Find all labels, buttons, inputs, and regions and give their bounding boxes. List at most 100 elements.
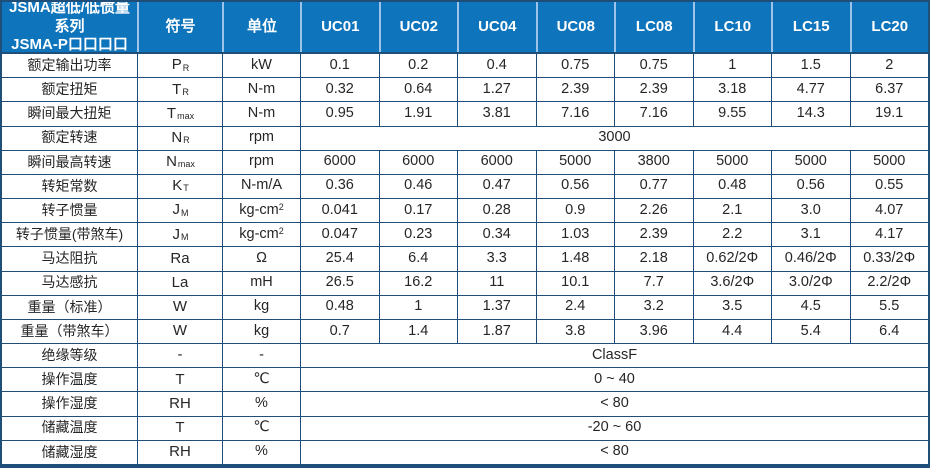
model-column-header: UC01 bbox=[300, 2, 379, 52]
row-unit-text: ℃ bbox=[253, 419, 270, 436]
row-symbol-base: RH bbox=[169, 394, 191, 412]
row-unit-text: N-m/A bbox=[240, 177, 283, 194]
row-unit: ℃ bbox=[222, 416, 300, 440]
row-symbol-base: P bbox=[171, 56, 182, 74]
model-column-header: LC08 bbox=[614, 2, 693, 52]
value-cell: 0.48 bbox=[300, 295, 379, 319]
row-unit-text: kg-cm bbox=[239, 201, 279, 218]
row-symbol: La bbox=[137, 271, 222, 295]
row-symbol-base: N bbox=[171, 128, 183, 146]
value-cell: 1.37 bbox=[457, 295, 536, 319]
row-unit-text: kW bbox=[251, 56, 272, 73]
row-unit-text: mH bbox=[250, 274, 273, 291]
row-symbol-base: W bbox=[172, 298, 188, 316]
row-unit: mH bbox=[222, 271, 300, 295]
value-cell: 7.16 bbox=[614, 102, 693, 126]
row-label: 转子惯量 bbox=[41, 201, 98, 218]
value-cell: 5.4 bbox=[771, 319, 850, 344]
row-unit-text: kg-cm bbox=[239, 225, 279, 242]
value-cell: 1 bbox=[378, 295, 458, 319]
value-cell: 3.2 bbox=[614, 295, 693, 319]
row-unit: kg-cm 2 bbox=[222, 223, 300, 247]
value-cell: 0.64 bbox=[378, 78, 458, 102]
row-symbol-base: J bbox=[172, 201, 181, 219]
value-cell: 2.2 bbox=[692, 223, 772, 247]
value-cell: 2.39 bbox=[614, 78, 693, 102]
row-symbol-base: RH bbox=[169, 443, 191, 461]
symbol-column-header: 符号 bbox=[137, 2, 222, 52]
value-cell: 0.1 bbox=[300, 54, 379, 78]
value-cell: 0.75 bbox=[535, 54, 615, 78]
value-cell: 0.48 bbox=[692, 174, 772, 199]
value-cell: 0.56 bbox=[771, 174, 850, 199]
table-row: 额定转速 N R rpm 3000 bbox=[2, 126, 928, 151]
value-cell: 2.39 bbox=[535, 78, 615, 102]
value-cell: 4.17 bbox=[849, 223, 929, 247]
value-cell: 5000 bbox=[771, 150, 850, 174]
row-label: 马达感抗 bbox=[41, 274, 98, 291]
row-symbol-base: W bbox=[172, 322, 188, 340]
row-label: 重量（标准） bbox=[27, 298, 112, 315]
value-cell: 7.16 bbox=[535, 102, 615, 126]
table-row: 马达感抗 La mH 26.5 16.2 11 10.1 7.7 3.6/2Φ 3.0/2Φ 2.2… bbox=[2, 271, 928, 296]
value-cell: 0.32 bbox=[300, 78, 379, 102]
value-cell: 0.55 bbox=[849, 174, 929, 199]
value-cell: 0.46 bbox=[378, 174, 458, 199]
row-symbol: W bbox=[137, 319, 222, 344]
value-cell: 3.81 bbox=[457, 102, 536, 126]
table-row: 马达阻抗 Ra Ω 25.4 6.4 3.3 1.48 2.18 0.62/2Φ 0.46/2Φ 0… bbox=[2, 247, 928, 272]
value-cell: 10.1 bbox=[535, 271, 615, 295]
table-title-line1: JSMA超低/低惯量系列 bbox=[9, 2, 130, 35]
row-symbol-base: K bbox=[172, 177, 183, 195]
row-unit-text: N-m bbox=[247, 80, 276, 97]
row-symbol-base: T bbox=[172, 80, 182, 98]
value-cell: 25.4 bbox=[300, 247, 379, 271]
merged-value-cell: < 80 bbox=[300, 440, 928, 464]
table-row: 储藏温度 T ℃ -20 ~ 60 bbox=[2, 416, 928, 441]
value-cell: 3800 bbox=[614, 150, 693, 174]
model-column-header: UC04 bbox=[457, 2, 536, 52]
value-cell: 1.27 bbox=[457, 78, 536, 102]
value-cell: 11 bbox=[457, 271, 536, 295]
table-title: JSMA超低/低惯量系列 JSMA-P口口口口 bbox=[2, 2, 137, 52]
table-row: 绝缘等级 - - ClassF bbox=[2, 344, 928, 369]
row-symbol-base: La bbox=[171, 273, 189, 291]
value-cell: 2.26 bbox=[614, 199, 693, 223]
merged-value-cell: < 80 bbox=[300, 392, 928, 416]
row-label: 瞬间最高转速 bbox=[27, 153, 112, 170]
row-symbol-base: T bbox=[175, 370, 185, 388]
row-symbol: Ra bbox=[137, 247, 222, 271]
value-cell: 0.047 bbox=[300, 223, 379, 247]
value-cell: 16.2 bbox=[378, 271, 458, 295]
value-cell: 1.91 bbox=[378, 102, 458, 126]
table-row: 储藏湿度 RH% < 80 bbox=[2, 440, 928, 464]
value-cell: 6.37 bbox=[849, 78, 929, 102]
value-cell: 7.7 bbox=[614, 271, 693, 295]
table-title-line2: JSMA-P口口口口 bbox=[11, 36, 128, 52]
row-label: 额定输出功率 bbox=[27, 56, 112, 73]
value-cell: 3.0/2Φ bbox=[771, 271, 850, 295]
row-unit-text: % bbox=[255, 443, 268, 460]
model-column-header: LC10 bbox=[692, 2, 772, 52]
row-label: 马达阻抗 bbox=[41, 250, 98, 267]
value-cell: 3.1 bbox=[771, 223, 850, 247]
row-symbol-base: T bbox=[175, 418, 185, 436]
table-row: 操作湿度 RH% < 80 bbox=[2, 392, 928, 417]
value-cell: 2.18 bbox=[614, 247, 693, 271]
value-cell: 5000 bbox=[849, 150, 929, 174]
model-column-header: LC15 bbox=[771, 2, 850, 52]
value-cell: 0.041 bbox=[300, 199, 379, 223]
row-unit-text: ℃ bbox=[253, 370, 270, 387]
value-cell: 0.77 bbox=[614, 174, 693, 199]
value-cell: 6000 bbox=[378, 150, 458, 174]
row-label: 储藏湿度 bbox=[41, 443, 98, 460]
merged-value-cell: 0 ~ 40 bbox=[300, 368, 928, 392]
